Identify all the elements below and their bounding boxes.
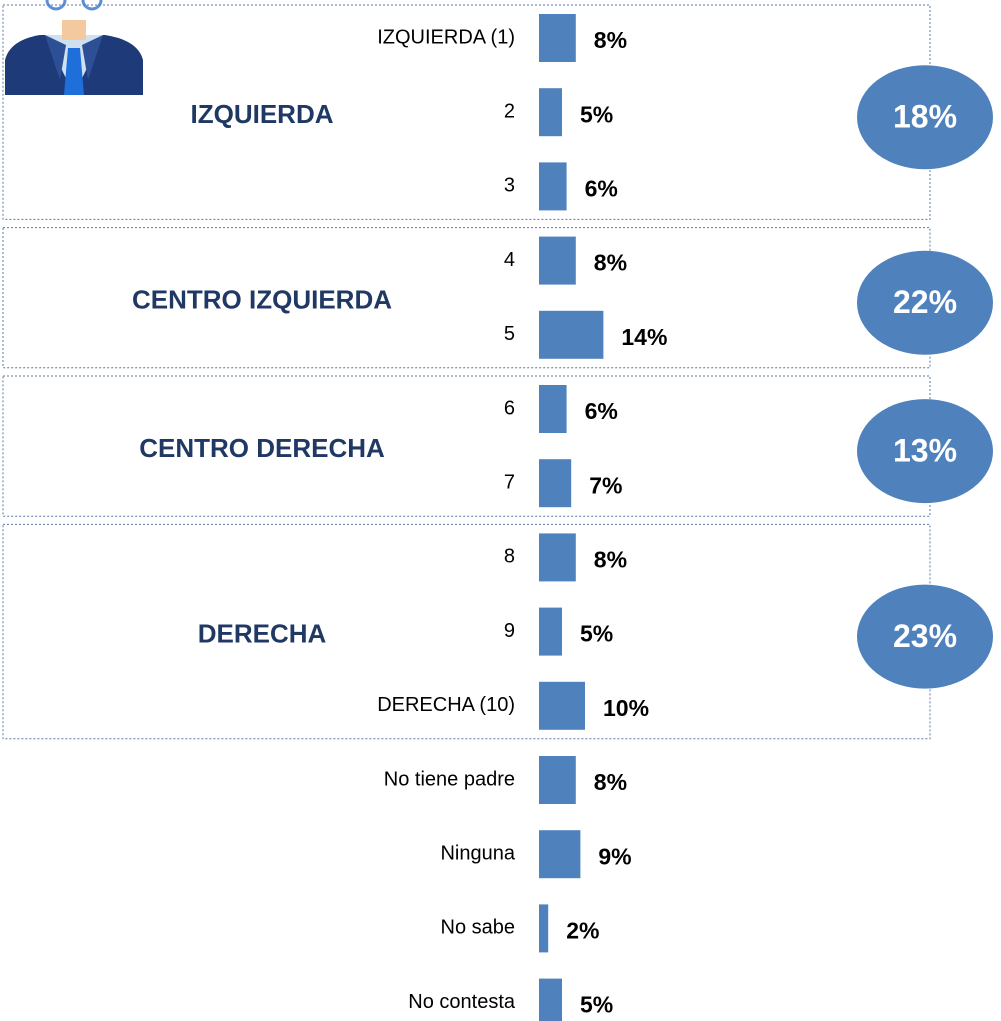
bar xyxy=(539,904,548,952)
bar xyxy=(539,608,562,656)
value-label: 6% xyxy=(585,398,618,424)
group-total-label: 18% xyxy=(893,99,957,135)
chart: IZQUIERDA (1) 8% 2 5% 3 6% IZQUIERDA 18% 4 8% 5 14%… xyxy=(0,0,1001,1021)
value-label: 7% xyxy=(589,472,622,498)
value-label: 8% xyxy=(594,27,627,53)
bar xyxy=(539,830,580,878)
category-label: IZQUIERDA (1) xyxy=(377,26,515,48)
category-label: 9 xyxy=(504,620,515,642)
group-label: CENTRO IZQUIERDA xyxy=(132,285,392,315)
group-label: DERECHA xyxy=(198,618,327,648)
group-label: CENTRO DERECHA xyxy=(139,433,385,463)
category-label: 2 xyxy=(504,100,515,122)
group-total-label: 13% xyxy=(893,433,957,469)
category-label: 6 xyxy=(504,397,515,419)
bar xyxy=(539,14,576,62)
value-label: 9% xyxy=(598,843,631,869)
category-label: No contesta xyxy=(408,991,516,1013)
value-label: 8% xyxy=(594,546,627,572)
category-label: 8 xyxy=(504,546,515,568)
value-label: 6% xyxy=(585,175,618,201)
bar xyxy=(539,311,603,359)
category-label: No tiene padre xyxy=(384,768,515,790)
group-total-label: 22% xyxy=(893,284,957,320)
bar xyxy=(539,88,562,136)
value-label: 14% xyxy=(621,324,667,350)
category-label: 4 xyxy=(504,249,515,271)
bar xyxy=(539,682,585,730)
bar xyxy=(539,979,562,1021)
bar xyxy=(539,385,567,433)
bar xyxy=(539,533,576,581)
category-label: 5 xyxy=(504,323,515,345)
category-label: 7 xyxy=(504,471,515,493)
bar xyxy=(539,756,576,804)
group-total-label: 23% xyxy=(893,618,957,654)
value-label: 5% xyxy=(580,992,613,1018)
avatar-icon xyxy=(5,0,143,95)
category-label: Ninguna xyxy=(440,842,515,864)
value-label: 5% xyxy=(580,621,613,647)
category-label: DERECHA (10) xyxy=(377,694,515,716)
value-label: 8% xyxy=(594,250,627,276)
bar xyxy=(539,459,571,507)
bar xyxy=(539,162,567,210)
category-label: 3 xyxy=(504,175,515,197)
bar xyxy=(539,237,576,285)
group-label: IZQUIERDA xyxy=(191,99,334,129)
value-label: 2% xyxy=(566,917,599,943)
value-label: 8% xyxy=(594,769,627,795)
category-label: No sabe xyxy=(441,917,516,939)
value-label: 10% xyxy=(603,695,649,721)
value-label: 5% xyxy=(580,101,613,127)
